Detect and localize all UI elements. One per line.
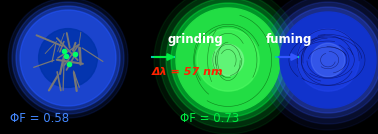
Circle shape <box>12 2 124 114</box>
Circle shape <box>270 2 378 118</box>
Circle shape <box>8 0 128 118</box>
Circle shape <box>20 10 116 106</box>
Text: fuming: fuming <box>266 34 312 46</box>
Circle shape <box>212 44 243 76</box>
Circle shape <box>197 29 259 91</box>
Text: Δλ = 57 nm: Δλ = 57 nm <box>152 67 224 77</box>
Circle shape <box>311 43 345 77</box>
Circle shape <box>39 29 98 87</box>
Text: ΦF = 0.73: ΦF = 0.73 <box>180 111 240 124</box>
Circle shape <box>166 0 290 122</box>
Circle shape <box>171 3 285 117</box>
Circle shape <box>297 29 359 91</box>
Circle shape <box>264 0 378 124</box>
Text: grinding: grinding <box>167 34 223 46</box>
Text: ΦF = 0.58: ΦF = 0.58 <box>11 111 70 124</box>
Circle shape <box>275 7 378 113</box>
Circle shape <box>258 0 378 130</box>
Circle shape <box>16 6 120 110</box>
Circle shape <box>154 0 302 134</box>
Circle shape <box>280 12 376 108</box>
Circle shape <box>176 8 280 112</box>
Circle shape <box>160 0 296 128</box>
